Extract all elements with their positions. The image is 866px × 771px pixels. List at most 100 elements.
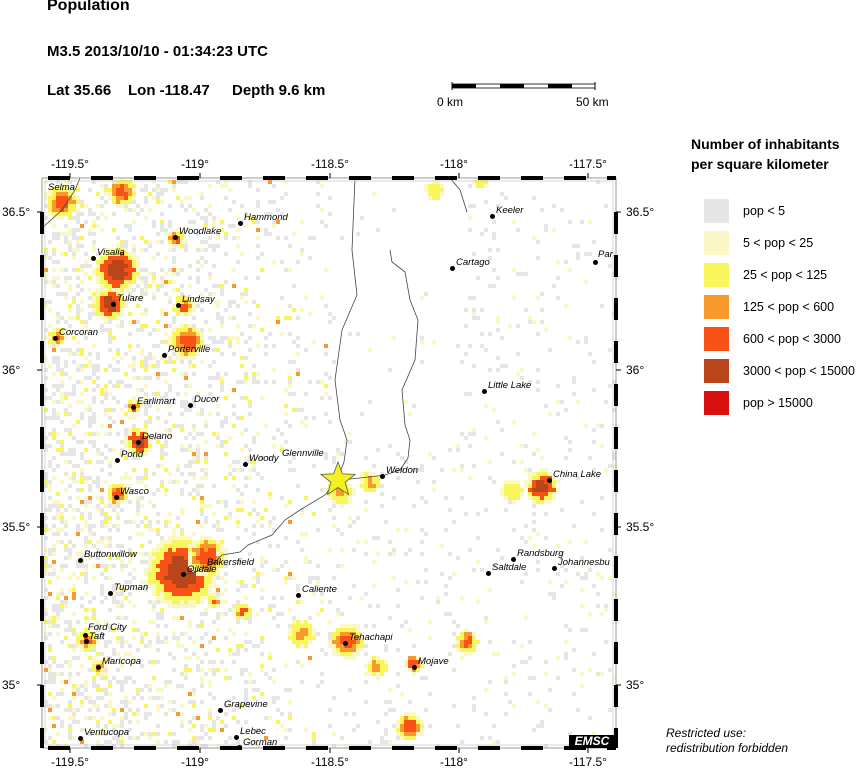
legend-swatch <box>704 327 729 351</box>
city-marker <box>187 402 193 408</box>
lon-tick-label-bottom: -118.5° <box>311 755 349 769</box>
city-label: Ventucopa <box>84 727 130 738</box>
city-marker <box>83 638 89 644</box>
city-label: Woodlake <box>179 226 222 237</box>
city-label: Grapevine <box>224 699 268 710</box>
emsc-logo: EMSC <box>569 735 615 748</box>
city-marker <box>82 632 88 638</box>
city-label: Weldon <box>386 465 419 476</box>
city-label: Woody <box>249 453 279 464</box>
legend-label: pop > 15000 <box>743 396 813 410</box>
city-label: Tehachapi <box>349 632 393 643</box>
legend-item: 125 < pop < 600 <box>704 295 834 319</box>
city-marker <box>592 259 598 265</box>
city-marker <box>546 477 552 483</box>
lat-tick-label-left: 36° <box>2 363 21 377</box>
scale-end-label: 50 km <box>576 95 609 109</box>
city-marker <box>237 220 243 226</box>
boundary-line <box>449 178 468 213</box>
lat-tick-label-left: 35.5° <box>2 520 31 534</box>
city-marker <box>236 744 242 750</box>
city-label: Corcoran <box>59 327 99 338</box>
city-label: Pond <box>121 449 144 460</box>
city-marker <box>342 640 348 646</box>
city-marker <box>175 302 181 308</box>
event-depth: Depth 9.6 km <box>232 82 326 99</box>
city-label: Lebec <box>240 726 266 737</box>
city-label: Selma <box>48 182 75 193</box>
legend-item: 25 < pop < 125 <box>704 263 827 287</box>
city-label: Hammond <box>244 212 288 223</box>
boundary-line <box>184 178 358 576</box>
city-label: Glennville <box>282 448 324 459</box>
event-lat: Lat 35.66 <box>47 82 112 99</box>
city-marker <box>77 557 83 563</box>
city-marker <box>161 352 167 358</box>
legend-swatch <box>704 295 729 319</box>
city-marker <box>107 590 113 596</box>
event-info: M3.5 2013/10/10 - 01:34:23 UTC <box>47 43 268 60</box>
city-label: Ducor <box>194 394 220 405</box>
city-label: Lindsay <box>182 294 215 305</box>
city-label: Johannesbu <box>558 557 610 568</box>
scale-start-label: 0 km <box>437 95 464 109</box>
city-label: Tupman <box>114 582 149 593</box>
city-label: Taft <box>89 631 105 642</box>
legend-item: 5 < pop < 25 <box>704 231 813 255</box>
city-marker <box>242 461 248 467</box>
lon-tick-label-top: -117.5° <box>569 157 607 171</box>
city-marker <box>217 707 223 713</box>
city-marker <box>485 570 491 576</box>
lon-tick-label-top: -118.5° <box>311 157 349 171</box>
legend-swatch <box>704 199 729 223</box>
city-marker <box>95 664 101 670</box>
city-label: Cartago <box>456 257 490 268</box>
city-marker <box>295 592 301 598</box>
city-label: Earlimart <box>137 396 176 407</box>
legend-swatch <box>704 391 729 415</box>
population-density-layer <box>42 178 616 748</box>
city-label: Porterville <box>168 344 211 355</box>
legend-item: 600 < pop < 3000 <box>704 327 841 351</box>
city-label: Visalia <box>97 247 125 258</box>
city-label: Tulare <box>117 293 144 304</box>
city-marker <box>411 664 417 670</box>
city-label: Maricopa <box>102 656 142 667</box>
lat-tick-label-right: 35° <box>626 678 645 692</box>
city-marker <box>510 556 516 562</box>
city-marker <box>449 265 455 271</box>
lat-tick-label-right: 35.5° <box>626 520 655 534</box>
boundary-line <box>42 178 81 229</box>
city-marker <box>135 439 141 445</box>
map-frame <box>41 177 617 749</box>
star-icon <box>319 460 357 496</box>
city-marker <box>481 388 487 394</box>
lon-tick-label-top: -119.5° <box>51 157 89 171</box>
legend-title: Number of inhabitants per square kilomet… <box>691 136 840 172</box>
legend-label: 600 < pop < 3000 <box>743 332 842 346</box>
event-lon: Lon -118.47 <box>128 82 210 99</box>
city-label: Little Lake <box>488 380 532 391</box>
city-marker <box>114 457 120 463</box>
city-label: Ford City <box>88 622 127 633</box>
lat-tick-label-left: 35° <box>2 678 21 692</box>
boundary-line <box>339 249 419 481</box>
city-marker <box>77 735 83 741</box>
city-label: Caliente <box>302 584 337 595</box>
city-label: Bakersfield <box>207 557 254 568</box>
lat-tick-label-right: 36° <box>626 363 645 377</box>
legend-label: 5 < pop < 25 <box>743 236 814 250</box>
lat-tick-label-left: 36.5° <box>2 205 31 219</box>
city-label: Buttonwillow <box>84 549 137 560</box>
city-marker <box>130 404 136 410</box>
city-marker <box>52 335 58 341</box>
city-marker <box>180 571 186 577</box>
legend-label: 25 < pop < 125 <box>743 268 828 282</box>
city-label: Saltdale <box>492 562 527 573</box>
city-label: Randsburg <box>517 548 564 559</box>
city-marker <box>172 234 178 240</box>
lon-tick-label-top: -118° <box>440 157 468 171</box>
legend-label: 3000 < pop < 15000 <box>743 364 855 378</box>
legend-label: pop < 5 <box>743 204 786 218</box>
